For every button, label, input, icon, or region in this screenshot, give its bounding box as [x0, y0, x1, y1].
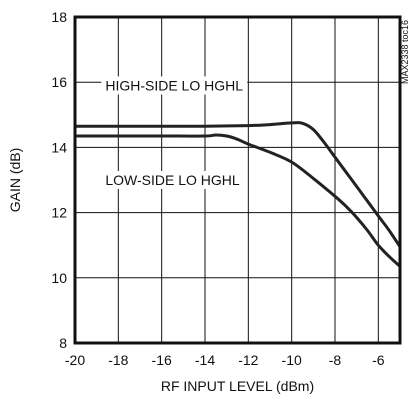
- x-tick-label: -12: [238, 352, 258, 368]
- x-tick-label: -10: [282, 352, 302, 368]
- annotations: HIGH-SIDE LO HGHL LOW-SIDE LO HGHL: [101, 76, 248, 189]
- y-tick-label: 18: [51, 9, 67, 25]
- y-tick-label: 12: [51, 205, 67, 221]
- data-series: [73, 121, 402, 268]
- x-tick-label: -14: [195, 352, 215, 368]
- x-axis-label: RF INPUT LEVEL (dBm): [161, 378, 314, 394]
- y-tick-label: 16: [51, 74, 67, 90]
- plot-frame: [73, 15, 402, 345]
- y-tick-labels: 8 10 12 14 16 18: [51, 9, 67, 351]
- y-tick-label: 8: [59, 335, 67, 351]
- series-annotation-label: HIGH-SIDE LO HGHL: [105, 77, 243, 93]
- x-tick-label: -20: [65, 352, 85, 368]
- annotation-background: [101, 76, 248, 95]
- series-annotation-label: LOW-SIDE LO HGHL: [105, 172, 240, 188]
- y-axis-label: GAIN (dB): [7, 148, 23, 213]
- annotation-background: [101, 171, 244, 189]
- series-line-low-side-lo: [73, 133, 402, 268]
- y-tick-label: 10: [51, 270, 67, 286]
- y-tick-label: 14: [51, 139, 67, 155]
- x-tick-label: -18: [108, 352, 128, 368]
- x-tick-labels: -20 -18 -16 -14 -12 -10 -8 -6: [65, 352, 385, 368]
- x-tick-label: -16: [152, 352, 172, 368]
- x-tick-label: -8: [329, 352, 342, 368]
- x-tick-label: -6: [372, 352, 385, 368]
- series-line-high-side-lo: [73, 121, 402, 249]
- document-id-label: MAX2338 toc16: [400, 20, 410, 84]
